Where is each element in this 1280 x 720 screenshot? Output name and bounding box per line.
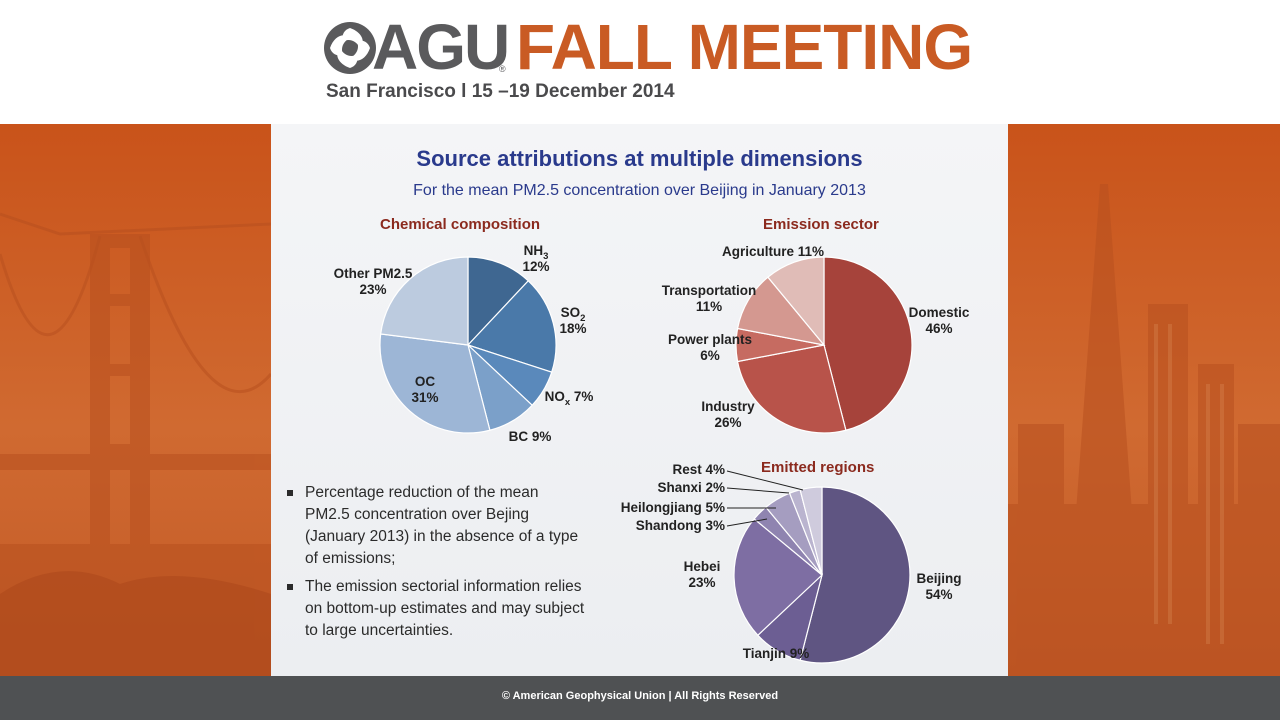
leader-line [726, 470, 804, 491]
footer-bar: © American Geophysical Union | All Right… [0, 676, 1280, 720]
location-dates: San Francisco l 15 –19 December 2014 [326, 81, 675, 102]
slice-label-transportation: Transportation [662, 283, 757, 298]
agu-wordmark: AGU [372, 11, 510, 83]
emission-sector-title: Emission sector [763, 216, 879, 233]
pie-slice-other-pm2-5 [380, 256, 469, 346]
pie-slice-agriculture [767, 256, 825, 347]
slice-label-domestic: Domestic [909, 305, 970, 320]
copyright-text: © American Geophysical Union | All Right… [501, 690, 779, 702]
bullet-item: The emission sectorial information relie… [285, 576, 585, 642]
slice-pct-industry: 26% [714, 415, 741, 430]
golden-gate-bridge-icon [0, 212, 271, 676]
meeting-header: AGU ® FALL MEETING San Francisco l 15 –1… [0, 0, 1280, 124]
slice-pct-oc: 31% [411, 390, 438, 405]
slice-pct-so2: 18% [559, 321, 586, 336]
slice-pct-beijing: 54% [925, 587, 952, 602]
slice-label-nox: NOx 7% [545, 389, 594, 408]
chemical-composition-title: Chemical composition [380, 216, 541, 233]
registered-mark: ® [499, 64, 506, 74]
slice-pct-hebei: 23% [688, 575, 715, 590]
slice-pct-transportation: 11% [696, 299, 722, 314]
pie-slice-oc [379, 333, 491, 434]
slice-pct-other-pm2-5: 23% [359, 282, 386, 297]
slice-label-rest: Rest 4% [672, 462, 725, 477]
pie-slice-nh3 [467, 256, 530, 347]
slice-label-other-pm2-5: Other PM2.5 [334, 266, 413, 281]
leader-line [726, 518, 768, 527]
agu-logo-icon [324, 22, 376, 74]
slice-label-heilongjiang: Heilongjiang 5% [621, 500, 725, 515]
pie-slice-beijing [799, 486, 911, 664]
pie-slice-so2 [466, 280, 557, 373]
pie-slice-domestic [823, 256, 913, 431]
bullet-item: Percentage reduction of the mean PM2.5 c… [285, 482, 585, 570]
slice-label-shanxi: Shanxi 2% [657, 480, 725, 495]
slice-label-tianjin: Tianjin 9% [743, 646, 810, 661]
slide-title: Source attributions at multiple dimensio… [416, 146, 863, 171]
pie-slice-hebei [733, 518, 823, 637]
slide-subtitle: For the mean PM2.5 concentration over Be… [413, 182, 866, 199]
slice-label-beijing: Beijing [916, 571, 961, 586]
slice-label-shandong: Shandong 3% [636, 518, 725, 533]
slice-label-bc: BC 9% [509, 429, 552, 444]
slice-label-oc: OC [415, 374, 436, 389]
emitted-regions-title: Emitted regions [761, 459, 875, 476]
slice-pct-power-plants: 6% [700, 348, 720, 363]
slice-label-industry: Industry [701, 399, 755, 414]
bullet-list: Percentage reduction of the mean PM2.5 c… [285, 482, 585, 648]
slice-pct-nh3: 12% [522, 259, 549, 274]
slice-label-nh3: NH3 [524, 243, 549, 262]
slice-label-hebei: Hebei [684, 559, 721, 574]
slice-label-power-plants: Power plants [668, 332, 752, 347]
slice-label-agriculture: Agriculture 11% [722, 244, 824, 259]
slice-pct-domestic: 46% [925, 321, 952, 336]
fall-meeting-wordmark: FALL MEETING [516, 11, 973, 83]
leader-line [726, 487, 790, 494]
slice-label-so2: SO2 [561, 305, 586, 324]
presentation-slide: Source attributions at multiple dimensio… [271, 124, 1008, 676]
pie-slice-industry [736, 344, 847, 434]
city-skyline-icon [1008, 184, 1280, 676]
